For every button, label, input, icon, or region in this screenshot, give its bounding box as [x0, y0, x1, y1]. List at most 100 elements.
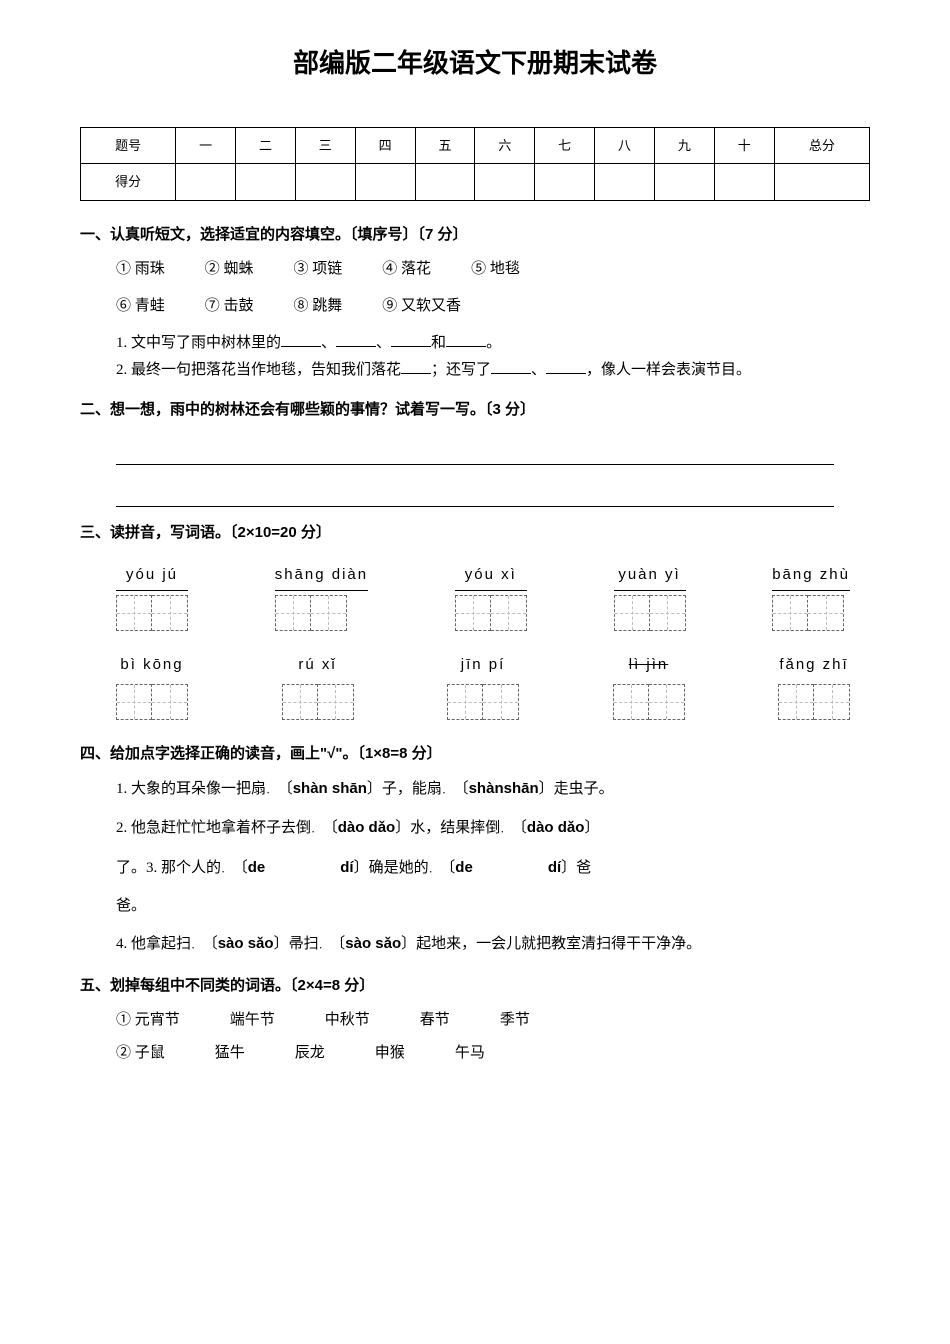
char-box[interactable] [116, 684, 152, 720]
sep: ，像人一样会表演节目。 [586, 362, 751, 378]
word-option: ② 蜘蛛 [205, 256, 254, 283]
char-box[interactable] [650, 595, 686, 631]
group-item: 季节 [500, 1007, 530, 1034]
pinyin-label: fǎng zhī [778, 651, 850, 680]
q4-4: 4. 他拿起扫· 〔sào sǎo〕帚扫· 〔sào sǎo〕起地来，一会儿就把… [116, 930, 870, 960]
blank-input[interactable] [401, 359, 431, 374]
pinyin-group: bāng zhù [772, 561, 850, 631]
char-box[interactable] [483, 684, 519, 720]
answer-line[interactable] [116, 435, 834, 465]
sep: 、 [376, 335, 391, 351]
pinyin-group: yóu xì [455, 561, 527, 631]
pinyin-group: yóu jú [116, 561, 188, 631]
sep: 、 [531, 362, 546, 378]
header-cell: 七 [535, 127, 595, 163]
q4-3: 了。3. 那个人的· 〔de dí〕确是她的· 〔de dí〕爸 [116, 854, 870, 884]
group-item: 辰龙 [295, 1040, 325, 1067]
blank-input[interactable] [391, 332, 431, 347]
group-item: ② 子鼠 [116, 1040, 165, 1067]
header-cell: 一 [176, 127, 236, 163]
score-table: 题号 一 二 三 四 五 六 七 八 九 十 总分 得分 [80, 127, 870, 201]
char-box[interactable] [152, 595, 188, 631]
page-title: 部编版二年级语文下册期末试卷 [80, 40, 870, 87]
pinyin-label: bāng zhù [772, 561, 850, 591]
char-box[interactable] [455, 595, 491, 631]
blank-input[interactable] [336, 332, 376, 347]
char-box[interactable] [447, 684, 483, 720]
word-option: ⑦ 击鼓 [205, 293, 254, 320]
char-box[interactable] [778, 684, 814, 720]
sep: ；还写了 [431, 362, 491, 378]
word-option: ⑨ 又软又香 [382, 293, 461, 320]
word-option: ⑧ 跳舞 [294, 293, 343, 320]
score-cell[interactable] [176, 164, 236, 200]
score-cell[interactable] [774, 164, 869, 200]
group-item: 端午节 [230, 1007, 275, 1034]
char-box[interactable] [814, 684, 850, 720]
question-1: 1. 文中写了雨中树林里的、、和。 [116, 330, 870, 357]
blank-input[interactable] [491, 359, 531, 374]
header-cell: 九 [654, 127, 714, 163]
blank-input[interactable] [546, 359, 586, 374]
word-option: ④ 落花 [382, 256, 431, 283]
header-cell: 题号 [81, 127, 176, 163]
pinyin-label-strike: lì jìn [613, 651, 685, 680]
header-cell: 总分 [774, 127, 869, 163]
score-cell[interactable] [236, 164, 296, 200]
pinyin-group: lì jìn [613, 651, 685, 720]
score-cell[interactable] [415, 164, 475, 200]
pinyin-group: shāng diàn [275, 561, 368, 631]
question-2: 2. 最终一句把落花当作地毯，告知我们落花 ；还写了 、 ，像人一样会表演节目。 [116, 357, 870, 384]
char-box[interactable] [282, 684, 318, 720]
char-box[interactable] [116, 595, 152, 631]
group-item: 午马 [455, 1040, 485, 1067]
section-4-title: 四、给加点字选择正确的读音，画上"√"。〔1×8=8 分〕 [80, 740, 870, 767]
row-label-cell: 得分 [81, 164, 176, 200]
char-box[interactable] [772, 595, 808, 631]
pinyin-label: yóu jú [116, 561, 188, 591]
char-box[interactable] [311, 595, 347, 631]
table-header-row: 题号 一 二 三 四 五 六 七 八 九 十 总分 [81, 127, 870, 163]
pinyin-label: yóu xì [455, 561, 527, 591]
group-row-2: ② 子鼠 猛牛 辰龙 申猴 午马 [116, 1040, 870, 1067]
section-5-title: 五、划掉每组中不同类的词语。〔2×4=8 分〕 [80, 972, 870, 999]
word-option: ⑤ 地毯 [471, 256, 511, 283]
word-option: ⑥ 青蛙 [116, 293, 165, 320]
char-box[interactable] [275, 595, 311, 631]
header-cell: 三 [295, 127, 355, 163]
score-cell[interactable] [475, 164, 535, 200]
pinyin-group: yuàn yì [614, 561, 686, 631]
group-row-1: ① 元宵节 端午节 中秋节 春节 季节 [116, 1007, 870, 1034]
pinyin-label: bì kōng [116, 651, 188, 680]
char-box[interactable] [614, 595, 650, 631]
header-cell: 十 [714, 127, 774, 163]
blank-input[interactable] [281, 332, 321, 347]
blank-input[interactable] [446, 332, 486, 347]
char-box[interactable] [649, 684, 685, 720]
score-cell[interactable] [355, 164, 415, 200]
pinyin-label: shāng diàn [275, 561, 368, 591]
group-item: 中秋节 [325, 1007, 370, 1034]
header-cell: 八 [595, 127, 655, 163]
score-cell[interactable] [295, 164, 355, 200]
q2-text: 2. 最终一句把落花当作地毯，告知我们落花 [116, 362, 401, 378]
char-box[interactable] [152, 684, 188, 720]
score-cell[interactable] [535, 164, 595, 200]
score-cell[interactable] [714, 164, 774, 200]
word-option: ③ 项链 [294, 256, 343, 283]
answer-line[interactable] [116, 477, 834, 507]
char-box[interactable] [318, 684, 354, 720]
q1-text: 1. 文中写了雨中树林里的 [116, 335, 281, 351]
group-item: 春节 [420, 1007, 450, 1034]
group-item: ① 元宵节 [116, 1007, 180, 1034]
char-box[interactable] [613, 684, 649, 720]
section-3-title: 三、读拼音，写词语。〔2×10=20 分〕 [80, 519, 870, 546]
char-box[interactable] [808, 595, 844, 631]
char-box[interactable] [491, 595, 527, 631]
score-cell[interactable] [654, 164, 714, 200]
word-option: ① 雨珠 [116, 256, 165, 283]
word-bank-row-2: ⑥ 青蛙 ⑦ 击鼓 ⑧ 跳舞 ⑨ 又软又香 [116, 293, 870, 320]
score-cell[interactable] [595, 164, 655, 200]
header-cell: 六 [475, 127, 535, 163]
pinyin-label: jīn pí [447, 651, 519, 680]
